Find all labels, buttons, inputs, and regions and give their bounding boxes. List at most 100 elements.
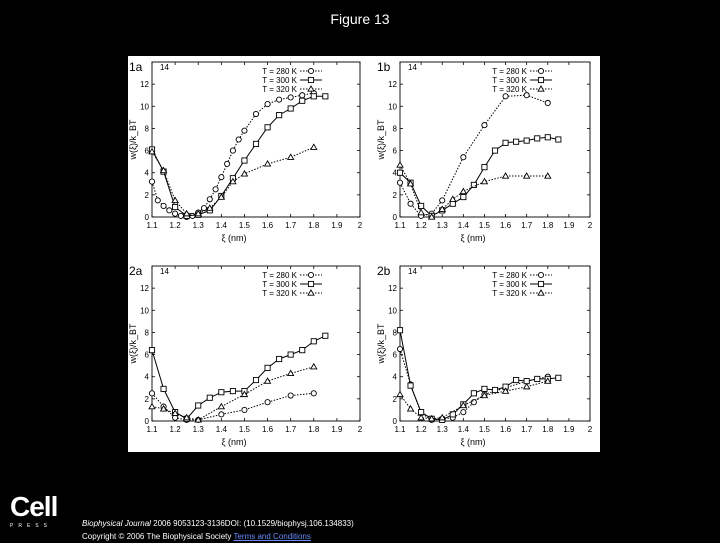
data-point — [171, 196, 179, 204]
y-tick-label: 12 — [140, 80, 149, 89]
data-point — [460, 154, 467, 161]
data-point — [195, 402, 202, 409]
data-point — [177, 212, 184, 219]
legend-marker — [537, 85, 545, 92]
panel-1b: 0 2 4 6 8 10 12 14 1.1 1.2 1.3 1.4 1.5 1.6 1.7 1.8 1.9 2 1… — [376, 60, 593, 243]
data-point — [224, 160, 231, 167]
cell-press-logo: Cell PRESS — [10, 492, 66, 530]
data-point — [396, 161, 404, 168]
data-point — [148, 402, 156, 410]
x-axis-label: ξ (nm) — [460, 233, 485, 243]
x-tick-label: 1.3 — [193, 221, 205, 230]
x-tick-label: 2 — [588, 425, 593, 434]
panel-label: 1a — [129, 60, 143, 74]
copyright-line: Copyright © 2006 The Biophysical Society… — [82, 530, 354, 543]
x-tick-label: 1.2 — [416, 425, 428, 434]
data-point — [276, 112, 283, 119]
y-tick-label: 2 — [145, 191, 150, 200]
x-tick-label: 1.5 — [479, 221, 491, 230]
data-point — [543, 377, 552, 384]
y-tick-label: 8 — [145, 328, 150, 337]
legend-label: T = 280 K — [492, 67, 527, 76]
citation: Biophysical Journal 2006 9053123-3136DOI… — [82, 517, 354, 543]
data-point — [513, 376, 520, 384]
plot-frame — [151, 61, 361, 218]
y-tick-label: 8 — [393, 328, 398, 337]
x-tick-label: 1.3 — [437, 425, 449, 434]
series-triangle — [148, 362, 318, 423]
data-point — [555, 374, 562, 381]
data-point — [534, 375, 541, 382]
series-line — [399, 164, 548, 218]
legend-label: T = 280 K — [492, 271, 527, 280]
series-triangle — [148, 143, 318, 217]
data-point — [523, 92, 530, 99]
series-line — [399, 94, 548, 217]
legend-marker — [537, 289, 545, 296]
data-point — [470, 390, 477, 397]
data-point — [481, 385, 488, 392]
data-point — [417, 413, 425, 421]
panel-2a: 0 2 4 6 8 10 12 14 1.1 1.2 1.3 1.4 1.5 1.6 1.7 1.8 1.9 2 2… — [128, 264, 363, 447]
data-point — [470, 399, 477, 406]
series-circle — [148, 390, 317, 423]
data-point — [172, 203, 179, 211]
data-point — [276, 96, 283, 103]
data-point — [513, 138, 520, 145]
plot-frame — [399, 61, 591, 218]
y-tick-label: 6 — [145, 351, 150, 360]
legend-label: T = 320 K — [262, 289, 297, 298]
data-point — [396, 390, 404, 398]
data-point — [522, 172, 531, 179]
y-tick-label: 12 — [388, 284, 397, 293]
data-point — [182, 209, 191, 217]
data-point — [276, 355, 283, 363]
y-tick-label: 14 — [408, 267, 417, 276]
figure-image: 0 2 4 6 8 10 12 14 1.1 1.2 1.3 1.4 1.5 1.6 1.7 1.8 1.9 2 1… — [128, 56, 600, 452]
x-axis-label: ξ (nm) — [460, 437, 485, 447]
data-point — [481, 122, 488, 129]
data-point — [523, 137, 530, 144]
data-point — [396, 345, 404, 353]
data-point — [171, 409, 179, 416]
data-point — [491, 386, 499, 394]
legend-label: T = 280 K — [262, 67, 297, 76]
x-tick-label: 1.1 — [146, 221, 158, 230]
x-tick-label: 1.8 — [542, 425, 554, 434]
x-tick-label: 1.1 — [394, 221, 406, 230]
x-tick-label: 1.9 — [563, 425, 575, 434]
data-point — [252, 140, 260, 147]
data-point — [544, 99, 551, 107]
data-point — [217, 193, 226, 200]
legend-marker — [537, 280, 545, 288]
data-point — [264, 124, 271, 131]
data-point — [310, 390, 317, 397]
x-tick-label: 1.3 — [193, 425, 205, 434]
y-tick-label: 2 — [393, 191, 398, 200]
data-point — [264, 101, 271, 108]
x-tick-label: 1.4 — [458, 221, 470, 230]
data-point — [322, 332, 329, 339]
data-point — [491, 147, 499, 154]
y-tick-label: 12 — [388, 80, 397, 89]
data-point — [286, 369, 295, 377]
data-point — [252, 376, 260, 384]
legend-marker — [307, 85, 315, 92]
data-point — [218, 411, 225, 418]
x-tick-label: 1.4 — [216, 221, 228, 230]
legend-marker — [307, 289, 315, 296]
data-point — [502, 139, 509, 146]
legend-label: T = 300 K — [492, 76, 527, 85]
y-tick-label: 8 — [145, 124, 150, 133]
legend-label: T = 280 K — [262, 271, 297, 280]
data-point — [264, 399, 271, 406]
data-point — [299, 97, 306, 104]
terms-link[interactable]: Terms and Conditions — [233, 532, 311, 541]
legend-label: T = 300 K — [262, 280, 297, 289]
series-line — [399, 136, 559, 217]
x-tick-label: 1.6 — [262, 221, 274, 230]
logo-word: Cell — [10, 491, 58, 522]
series-line — [151, 95, 326, 217]
series-line — [151, 146, 314, 215]
data-point — [439, 197, 446, 204]
